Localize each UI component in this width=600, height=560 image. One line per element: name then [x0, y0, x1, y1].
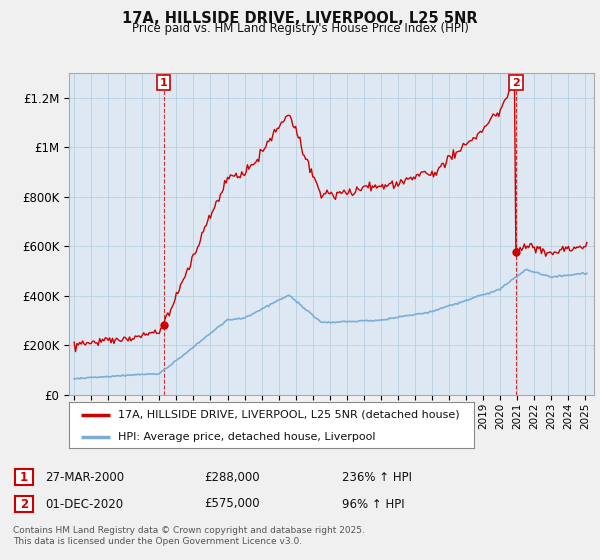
- Text: 27-MAR-2000: 27-MAR-2000: [45, 470, 124, 484]
- Text: HPI: Average price, detached house, Liverpool: HPI: Average price, detached house, Live…: [118, 432, 375, 441]
- Text: £575,000: £575,000: [204, 497, 260, 511]
- Text: 2: 2: [512, 78, 520, 87]
- Text: 1: 1: [20, 470, 28, 484]
- Text: 01-DEC-2020: 01-DEC-2020: [45, 497, 123, 511]
- Text: 17A, HILLSIDE DRIVE, LIVERPOOL, L25 5NR (detached house): 17A, HILLSIDE DRIVE, LIVERPOOL, L25 5NR …: [118, 410, 459, 420]
- Text: 1: 1: [160, 78, 167, 87]
- Text: £288,000: £288,000: [204, 470, 260, 484]
- Text: 236% ↑ HPI: 236% ↑ HPI: [342, 470, 412, 484]
- Text: 2: 2: [20, 497, 28, 511]
- Text: 96% ↑ HPI: 96% ↑ HPI: [342, 497, 404, 511]
- Text: Price paid vs. HM Land Registry's House Price Index (HPI): Price paid vs. HM Land Registry's House …: [131, 22, 469, 35]
- Text: 17A, HILLSIDE DRIVE, LIVERPOOL, L25 5NR: 17A, HILLSIDE DRIVE, LIVERPOOL, L25 5NR: [122, 11, 478, 26]
- Text: Contains HM Land Registry data © Crown copyright and database right 2025.
This d: Contains HM Land Registry data © Crown c…: [13, 526, 365, 546]
